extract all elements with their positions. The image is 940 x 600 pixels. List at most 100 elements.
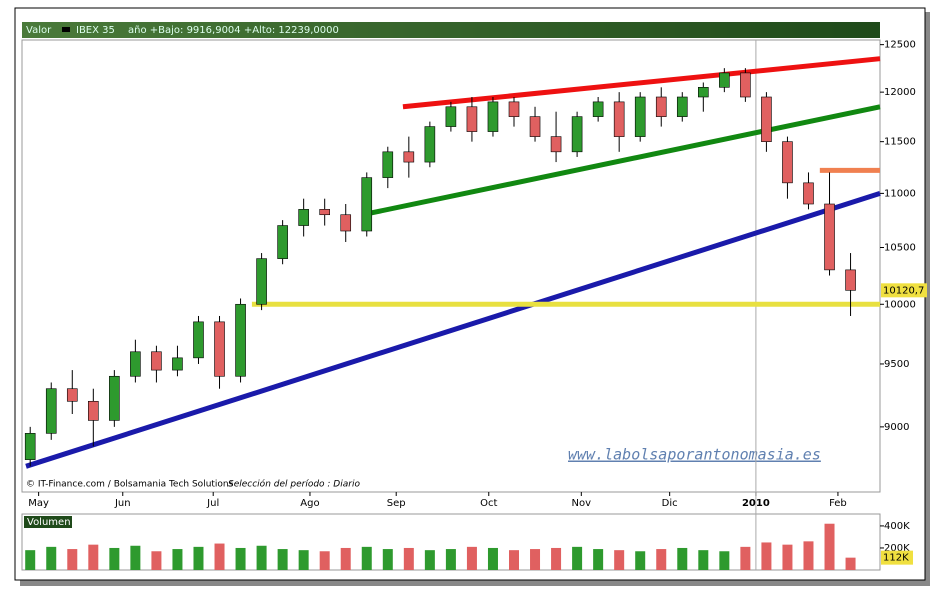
candle-body: [529, 116, 541, 137]
volume-bar: [803, 541, 814, 570]
candle-body: [761, 96, 772, 142]
volume-bar: [635, 551, 646, 570]
x-tick-label: Jun: [114, 498, 131, 509]
y-tick-label: 12500: [884, 40, 916, 51]
candle-body: [698, 87, 709, 98]
volume-bar: [403, 547, 414, 570]
candle-body: [740, 72, 751, 98]
candle-body: [845, 269, 856, 291]
candle-body: [256, 258, 267, 305]
volume-bar: [487, 547, 498, 570]
x-tick-label: Feb: [829, 498, 847, 509]
volume-bar: [719, 551, 730, 570]
volume-bar: [109, 547, 120, 570]
y-tick-label: 10500: [884, 243, 916, 254]
volume-bar: [235, 547, 246, 570]
candle-body: [424, 126, 436, 163]
candle-body: [403, 151, 415, 163]
header-label: Valor: [26, 25, 52, 36]
y-tick-label: 10000: [884, 299, 916, 310]
volume-bar: [46, 546, 57, 570]
volume-bar: [845, 557, 856, 570]
volume-bar: [698, 550, 709, 570]
candle-body: [613, 101, 625, 137]
candle-body: [676, 96, 688, 117]
candle-body: [782, 141, 793, 184]
volume-bar: [151, 551, 162, 570]
volume-bar: [551, 547, 562, 570]
volume-label: 112K: [883, 553, 909, 564]
volume-bar: [25, 550, 36, 570]
watermark: www.labolsaporantonomasia.es: [568, 446, 821, 464]
candle-body: [193, 321, 204, 359]
volume-label-bg: [881, 550, 913, 565]
header-icon: [62, 27, 70, 32]
y-tick-label: 9500: [884, 359, 909, 370]
price-label-bg: [881, 283, 927, 298]
volume-title: Volumen: [27, 517, 71, 528]
x-tick-label: May: [28, 498, 49, 509]
volume-bar: [593, 549, 604, 570]
candle-body: [466, 106, 478, 132]
candle-body: [550, 136, 562, 153]
candle-body: [634, 96, 646, 137]
volume-bar: [319, 551, 330, 570]
candle-body: [824, 203, 835, 271]
volume-bar: [782, 544, 793, 570]
candle-body: [172, 357, 183, 371]
candle-body: [88, 400, 99, 421]
volume-bar: [614, 550, 625, 570]
volume-tick-label: 400K: [884, 521, 910, 532]
volume-bar: [445, 549, 456, 570]
trend-line: [25, 190, 881, 469]
y-tick-label: 11500: [884, 137, 916, 148]
volume-bar: [88, 544, 99, 570]
candle-body: [109, 375, 120, 421]
candle-body: [361, 177, 373, 232]
volume-bar: [193, 546, 204, 570]
trend-line: [362, 104, 881, 218]
volume-bar: [466, 546, 477, 570]
period: Selección del período : Diario: [228, 479, 360, 490]
candle-body: [571, 116, 583, 153]
y-tick-label: 11000: [884, 188, 916, 199]
candle-body: [382, 151, 394, 178]
volume-bar: [361, 546, 372, 570]
x-tick-label: 2010: [742, 498, 770, 509]
candle-body: [319, 209, 330, 216]
header-range: año +Bajo: 9916,9004 +Alto: 12239,0000: [128, 25, 339, 36]
volume-tick-label: 200K: [884, 543, 910, 554]
volume-bar: [256, 545, 267, 570]
candle-body: [592, 101, 604, 117]
x-tick-label: Jul: [206, 498, 219, 509]
candle-body: [508, 101, 520, 117]
candle-body: [655, 96, 667, 117]
candle-body: [235, 303, 246, 377]
volume-bar: [824, 523, 835, 570]
volume-bar: [214, 543, 225, 570]
candle-body: [214, 321, 225, 377]
volume-bar: [761, 542, 772, 570]
volume-bar: [340, 547, 351, 570]
volume-bar: [130, 545, 141, 570]
candle-body: [24, 433, 36, 460]
candle-body: [445, 106, 457, 127]
price-label: 10120,7: [883, 285, 924, 296]
volume-bar: [572, 546, 583, 570]
candle-body: [277, 225, 288, 259]
volume-bar: [424, 550, 435, 570]
volume-bar: [67, 549, 78, 570]
candle-body: [130, 351, 141, 377]
x-tick-label: Dic: [662, 498, 678, 509]
candle-body: [66, 388, 78, 402]
volume-bar: [656, 549, 667, 570]
volume-bar: [740, 546, 751, 570]
volume-bar: [277, 549, 288, 570]
trend-line: [402, 56, 881, 110]
header-bar: [22, 22, 880, 38]
x-tick-label: Nov: [572, 498, 592, 509]
candle-body: [487, 101, 499, 132]
volume-bar: [530, 549, 541, 570]
